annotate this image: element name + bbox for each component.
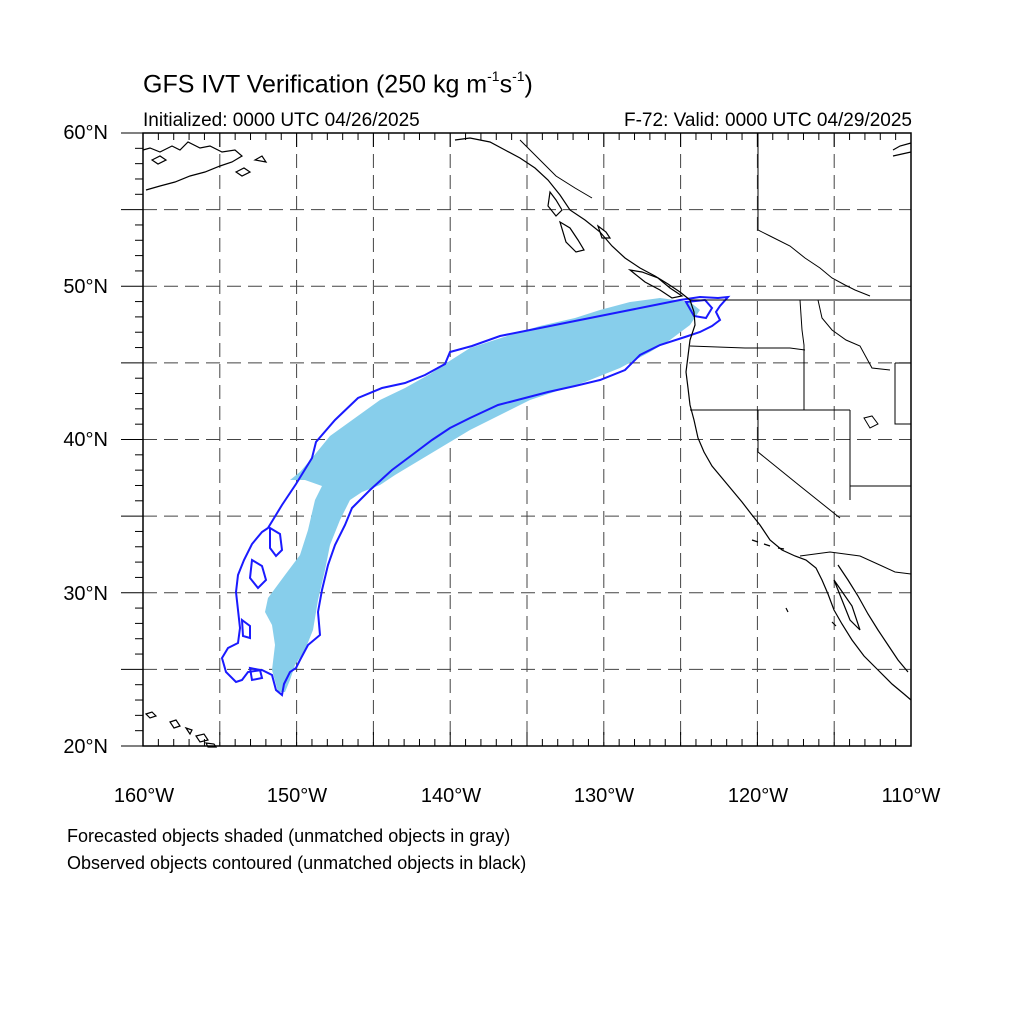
coastline-alaska-islands [150,155,268,177]
political-borders [519,133,912,575]
lat-label-60n: 60°N [63,122,108,144]
lon-label-130w: 130°W [573,785,635,807]
coastline-hawaii [144,711,218,748]
observed-contour-island-1 [269,526,284,558]
coastline-north-edge [892,142,912,157]
coastline-bc-islands [547,190,684,299]
observed-object [220,295,731,697]
border-wyoming [894,362,911,425]
border-montana-idaho [817,299,891,371]
axis-ticks [121,132,912,747]
map-grid [143,133,911,746]
forecast-object [265,298,700,692]
border-alaska-canada [519,139,593,199]
legend-forecast-text: Forecasted objects shaded (unmatched obj… [67,826,511,846]
border-idaho [799,299,805,410]
border-canada-interior [757,133,871,297]
chart-title: GFS IVT Verification (250 kg m-1s-1) [143,68,533,99]
lat-label-30n: 30°N [63,583,108,605]
border-california-nevada [757,410,841,519]
observed-contour-island-3 [240,617,251,640]
coastline-alaska [142,141,244,191]
coastline-northwest-america [454,137,691,301]
lon-label-160w: 160°W [113,785,175,807]
lat-label-40n: 40°N [63,429,108,451]
coastlines [142,137,912,748]
border-washington-oregon [689,345,806,351]
lon-label-150w: 150°W [266,785,328,807]
coastline-west-coast [685,299,912,701]
legend-observed-text: Observed objects contoured (unmatched ob… [67,853,527,873]
lon-label-140w: 140°W [420,785,482,807]
initialized-label: Initialized: 0000 UTC 04/26/2025 [143,110,420,131]
lon-label-120w: 120°W [727,785,789,807]
observed-contour-island-2 [248,558,268,590]
border-us-mexico [799,551,912,575]
observed-contour-hole-1 [248,666,264,682]
lon-label-110w: 110°W [881,785,941,807]
border-great-salt-lake [863,415,879,429]
coastline-baja-gulf [833,564,909,673]
lat-label-50n: 50°N [63,276,108,298]
forecast-ivt-shading [265,298,700,692]
valid-time-label: F-72: Valid: 0000 UTC 04/29/2025 [624,110,912,131]
observed-ivt-contour [220,295,731,697]
lat-label-20n: 20°N [63,736,108,758]
coastline-channel-islands [751,539,837,627]
